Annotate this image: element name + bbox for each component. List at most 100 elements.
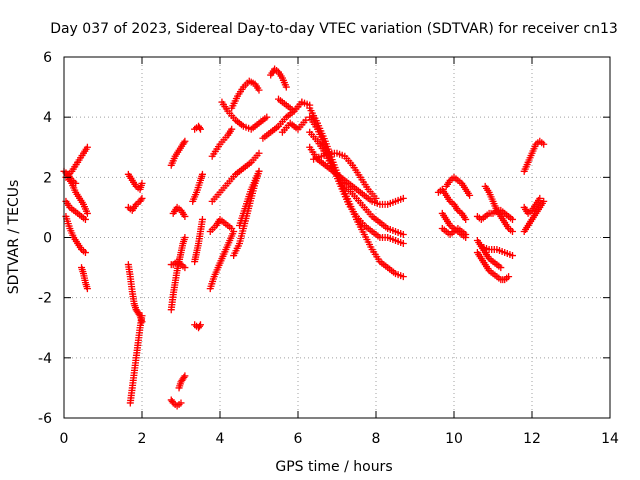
y-tick-label: 0 [43, 231, 52, 247]
data-point [181, 372, 189, 380]
y-tick-label: -4 [38, 351, 52, 367]
data-point [228, 224, 236, 232]
series-arc-24 [208, 125, 236, 160]
data-point [399, 230, 407, 238]
data-point [83, 209, 91, 217]
data-point [462, 215, 470, 223]
series-arc-09 [124, 194, 146, 214]
series-arc-12 [175, 372, 189, 392]
data-point [228, 125, 236, 133]
data-point [198, 215, 206, 223]
data-point [138, 194, 146, 202]
series-arc-30 [267, 65, 290, 91]
series-arc-36 [306, 143, 407, 208]
series-arc-19 [189, 170, 206, 205]
series-arc-11 [167, 396, 185, 410]
data-point [138, 312, 146, 320]
data-point [509, 215, 516, 223]
y-tick-label: -2 [38, 291, 52, 307]
data-point [137, 196, 145, 204]
data-point [399, 194, 407, 202]
data-point [181, 264, 189, 272]
x-tick-label: 14 [601, 431, 619, 447]
data-point [177, 399, 185, 407]
data-point [83, 143, 91, 151]
series-arc-03 [62, 197, 89, 223]
data-point [196, 322, 204, 330]
data-point [509, 227, 516, 235]
series-arc-10 [124, 170, 146, 193]
data-point [196, 124, 204, 132]
data-point [83, 285, 91, 293]
series-arc-35 [306, 128, 407, 238]
data-point [255, 167, 263, 175]
x-tick-label: 4 [216, 431, 225, 447]
y-tick-label: 2 [43, 170, 52, 186]
series-arc-23 [208, 149, 263, 205]
data-point [372, 194, 380, 202]
data-point [509, 252, 516, 260]
data-point [540, 140, 548, 148]
x-axis-label: GPS time / hours [275, 459, 392, 475]
chart-title: Day 037 of 2023, Sidereal Day-to-day VTE… [50, 21, 618, 37]
data-point [197, 125, 204, 133]
data-point [198, 170, 206, 178]
data-point [255, 149, 263, 157]
y-tick-label: 4 [43, 110, 52, 126]
series-arc-14 [167, 258, 189, 272]
series-arc-17 [191, 321, 204, 332]
data-point [180, 373, 188, 381]
data-point [536, 194, 544, 202]
series-arc-49 [520, 194, 544, 217]
data-point [462, 230, 470, 238]
series-arc-06 [78, 264, 91, 293]
series-arc-44 [473, 249, 513, 284]
y-tick-label: 6 [43, 50, 52, 66]
data-point [181, 234, 189, 241]
data-point [81, 215, 89, 223]
axis-ticks: 0 2 4 6 8 10 12 14 -6 -4 -2 0 2 4 6 [38, 50, 619, 447]
series-arc-31 [275, 95, 314, 115]
grid-lines [64, 57, 610, 418]
series-arc-41 [438, 224, 470, 238]
series-arc-05 [62, 212, 89, 257]
series-arc-28 [236, 167, 263, 229]
y-axis-label: SDTVAR / TECUs [6, 180, 22, 295]
series-arc-46 [477, 243, 516, 260]
y-tick-label: -6 [38, 411, 52, 427]
x-tick-label: 2 [138, 431, 147, 447]
series-arc-22 [206, 215, 236, 235]
series-arc-47 [520, 137, 548, 175]
data-point [282, 83, 290, 91]
series-arc-32 [278, 116, 310, 136]
series-arc-08 [126, 312, 146, 407]
data-point [181, 212, 189, 220]
series-arc-45 [481, 182, 516, 235]
data-point [263, 113, 271, 121]
data-point [540, 197, 548, 205]
x-tick-label: 12 [523, 431, 541, 447]
x-tick-label: 0 [60, 431, 69, 447]
series-arc-39 [442, 173, 474, 199]
data-point [497, 264, 505, 272]
data-point [81, 249, 89, 257]
series-arc-18 [191, 215, 206, 266]
series-arc-37 [310, 149, 380, 202]
series-arc-15 [169, 203, 189, 220]
series-arc-25 [218, 98, 271, 133]
data-point [255, 86, 263, 94]
series-arc-38 [434, 185, 470, 223]
series-arc-26 [228, 77, 263, 112]
data-point [399, 240, 407, 248]
data-points [60, 65, 548, 410]
data-point [197, 321, 204, 329]
series-arc-04 [64, 173, 91, 217]
x-tick-label: 10 [445, 431, 463, 447]
data-point [399, 273, 407, 281]
series-arc-16 [167, 137, 189, 169]
data-point [181, 137, 189, 145]
x-tick-label: 8 [372, 431, 381, 447]
data-point [138, 179, 146, 187]
data-point [466, 191, 474, 199]
